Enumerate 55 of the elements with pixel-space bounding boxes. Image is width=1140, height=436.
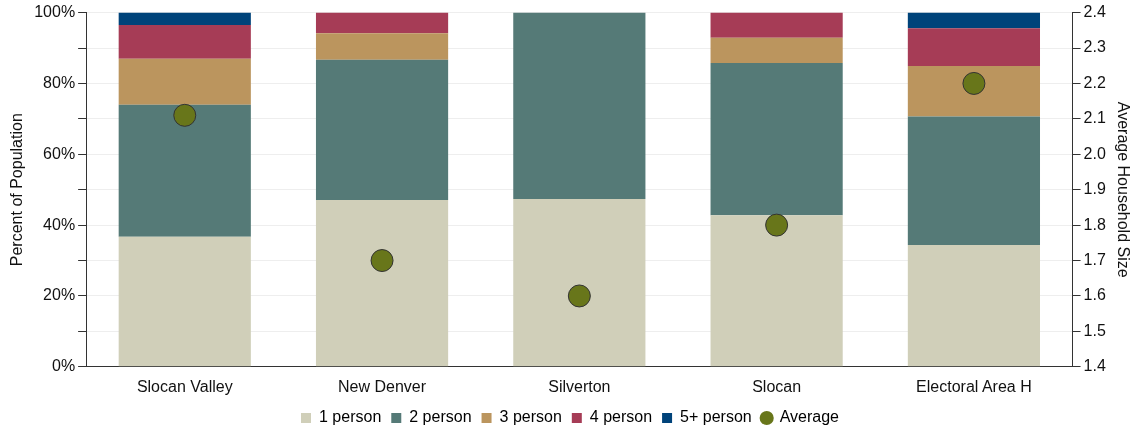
y2-tick-label: 2.1 — [1083, 109, 1106, 127]
bar — [513, 198, 646, 367]
bar — [315, 33, 449, 60]
y2-tick-label: 1.5 — [1083, 321, 1106, 339]
y2-tick-label: 1.4 — [1083, 357, 1106, 375]
y2-tick-label: 1.9 — [1083, 180, 1106, 198]
bar — [907, 116, 1041, 245]
point — [962, 71, 986, 95]
y-tick-label: 20% — [43, 286, 76, 304]
y2-tick-label: 2.4 — [1083, 3, 1106, 21]
x-tick-label: Electoral Area H — [916, 377, 1032, 395]
bar — [315, 12, 449, 34]
bar — [315, 59, 449, 200]
point — [173, 103, 197, 127]
y2-tick-label: 2.0 — [1083, 144, 1106, 162]
bar — [710, 37, 843, 63]
legend-label: 2 person — [409, 408, 472, 426]
bar — [315, 199, 449, 367]
point — [765, 213, 789, 237]
bar — [710, 62, 843, 216]
y2-tick-label: 1.7 — [1083, 250, 1106, 268]
point — [370, 249, 394, 273]
bar — [907, 28, 1041, 67]
bar — [513, 12, 646, 199]
bar — [710, 12, 843, 38]
y2-tick-label: 1.6 — [1083, 286, 1106, 304]
y2-tick-label: 2.2 — [1083, 73, 1106, 91]
bar — [118, 12, 251, 25]
point — [567, 284, 591, 308]
x-tick-label: Slocan Valley — [136, 377, 233, 395]
x-tick-label: Silverton — [548, 377, 611, 395]
y-axis-title: Percent of Population — [8, 113, 26, 267]
legend-label: 3 person — [499, 408, 562, 426]
bar — [118, 25, 251, 59]
x-tick-label: Slocan — [752, 377, 802, 395]
legend-label: 1 person — [319, 408, 382, 426]
bar — [118, 58, 251, 105]
y-tick-label: 40% — [43, 215, 76, 233]
bar — [907, 12, 1041, 29]
y2-tick-label: 2.3 — [1083, 38, 1106, 56]
legend-label: Average — [779, 408, 840, 426]
y-tick-label: 100% — [34, 3, 76, 21]
bar — [710, 215, 843, 367]
bar — [118, 104, 251, 237]
x-tick-label: New Denver — [338, 377, 427, 395]
y2-axis-title: Average Household Size — [1114, 101, 1132, 278]
y-tick-label: 0% — [52, 357, 76, 375]
bar — [907, 244, 1041, 367]
y-tick-label: 80% — [43, 73, 76, 91]
bar — [118, 236, 251, 367]
bar — [907, 66, 1041, 117]
legend-label: 4 person — [589, 408, 653, 426]
y2-tick-label: 1.8 — [1083, 215, 1106, 233]
y-tick-label: 60% — [43, 144, 76, 162]
legend-label: 5+ person — [680, 408, 752, 426]
